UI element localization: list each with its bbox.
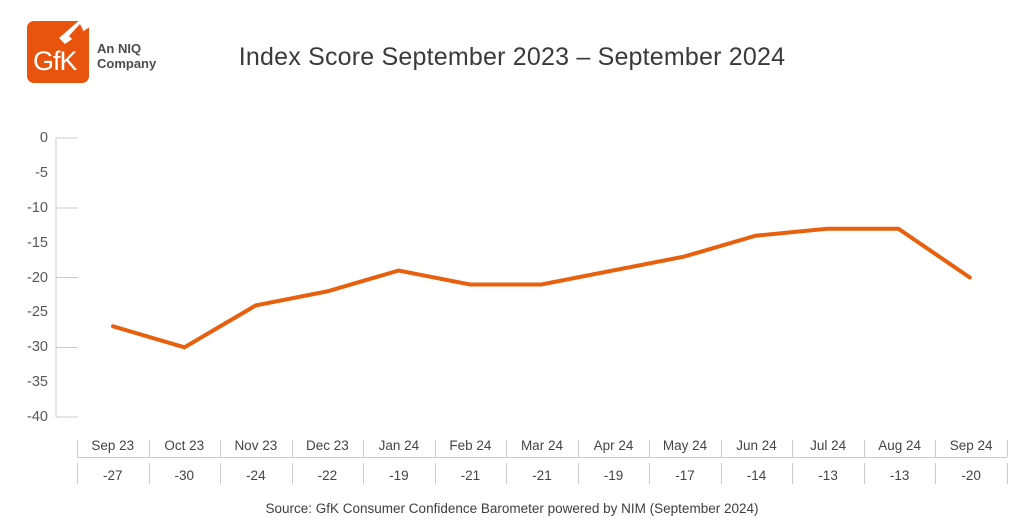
index-value-cell: -14 — [720, 458, 793, 486]
y-axis-label: -5 — [35, 164, 48, 181]
confidence-index-line — [111, 226, 972, 350]
y-axis-label: -10 — [27, 199, 48, 216]
y-axis-label: -35 — [27, 374, 48, 391]
gfk-logo-icon: GfK — [27, 18, 91, 83]
month-label-cell: Jan 24 — [363, 433, 435, 457]
y-axis-label: 0 — [39, 130, 48, 146]
index-value-cell: -13 — [863, 458, 936, 486]
month-label-cell: Jul 24 — [792, 433, 864, 457]
y-axis-label: -30 — [27, 339, 48, 356]
month-label-cell: Feb 24 — [434, 433, 507, 457]
index-value-cell: -13 — [792, 458, 864, 486]
month-label-cell: May 24 — [649, 433, 721, 457]
month-label-row: Sep 23 Oct 23 Nov 23 Dec 23 Jan 24 Feb 24 Mar … — [77, 433, 1008, 458]
month-label-cell: Jun 24 — [720, 433, 793, 457]
month-label-cell: Apr 24 — [577, 433, 650, 457]
niq-tagline: An NIQ Company — [97, 41, 157, 71]
index-value-cell: -22 — [291, 458, 364, 486]
month-label-cell: Oct 23 — [148, 433, 221, 457]
month-label-cell: Dec 23 — [291, 433, 364, 457]
index-value-cell: -19 — [363, 458, 435, 486]
chart-title: Index Score September 2023 – September 2… — [238, 43, 786, 71]
gfk-logo-text: GfK — [33, 46, 78, 76]
source-caption: Source: GfK Consumer Confidence Baromete… — [265, 501, 759, 516]
month-label-cell: Sep 23 — [77, 433, 149, 457]
y-axis — [55, 137, 78, 418]
gfk-logo: GfK — [27, 18, 91, 83]
month-label-cell: Aug 24 — [863, 433, 936, 457]
index-value-cell: -20 — [935, 458, 1007, 486]
index-value-cell: -27 — [77, 458, 149, 486]
y-axis-label: -25 — [27, 304, 48, 321]
y-axis-label: -15 — [27, 234, 48, 251]
month-label-cell: Nov 23 — [220, 433, 292, 457]
month-label-cell: Sep 24 — [935, 433, 1007, 457]
x-axis-data-table: Sep 23 Oct 23 Nov 23 Dec 23 Jan 24 Feb 24 Mar … — [77, 433, 1008, 486]
index-value-cell: -19 — [577, 458, 650, 486]
index-value-cell: -24 — [220, 458, 292, 486]
y-axis-label: -20 — [27, 269, 48, 286]
index-value-row: -27 -30 -24 -22 -19 -21 -21 -19 -17 -14 -13 -13 -20 — [77, 458, 1008, 486]
index-value-cell: -30 — [148, 458, 221, 486]
index-value-cell: -21 — [434, 458, 507, 486]
month-label-cell: Mar 24 — [506, 433, 578, 457]
index-value-cell: -21 — [506, 458, 578, 486]
index-value-cell: -17 — [649, 458, 721, 486]
y-axis-label: -40 — [27, 409, 48, 425]
